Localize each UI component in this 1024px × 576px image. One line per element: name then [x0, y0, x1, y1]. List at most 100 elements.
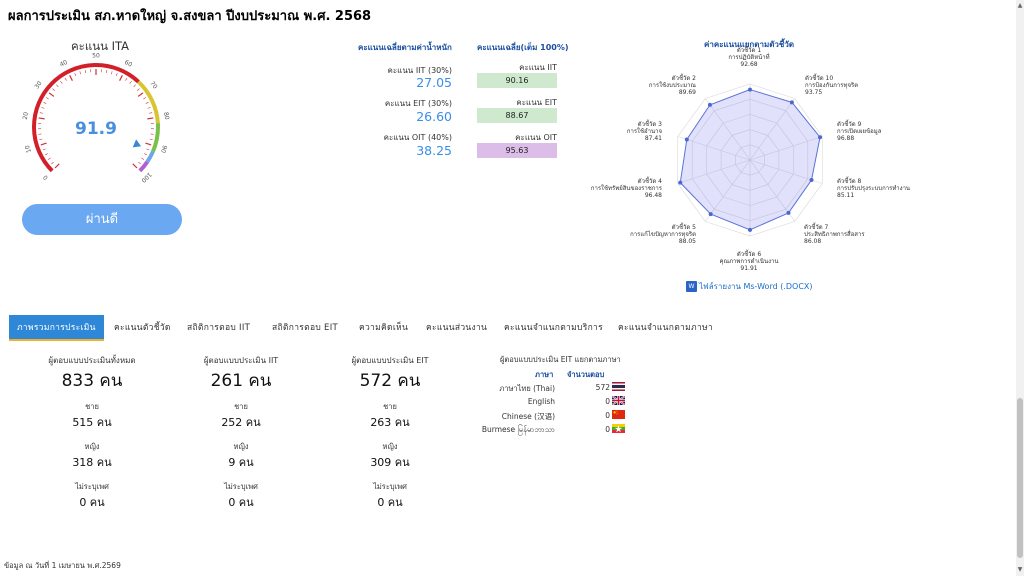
result-badge: ผ่านดี — [22, 204, 182, 235]
tab-overview[interactable]: ภาพรวมการประเมิน — [9, 315, 104, 341]
stats-all-total: 833 คน — [61, 371, 123, 391]
gauge-tick — [144, 153, 147, 156]
radar-point-8 — [678, 180, 683, 185]
tab-unit-scores[interactable]: คะแนนส่วนงาน — [426, 323, 488, 333]
tab-comments[interactable]: ความคิดเห็น — [359, 323, 409, 333]
oit-average-label: คะแนน OIT — [515, 133, 557, 142]
language-row-name: Chinese (汉语) — [501, 412, 555, 421]
page-title: ผลการประเมิน สภ.หาดใหญ่ จ.สงขลา ปีงบประม… — [8, 9, 372, 24]
oit-average-value: 95.63 — [477, 143, 557, 158]
gauge-tick — [133, 84, 136, 88]
average-header: คะแนนเฉลี่ย(เต็ม 100%) — [477, 43, 569, 52]
gauge-tick — [141, 157, 145, 160]
stats-iit-header: ผู้ตอบแบบประเมิน IIT — [203, 356, 279, 365]
word-file-icon: W — [686, 281, 697, 292]
stats-iit-male: 252 คน — [221, 416, 261, 429]
radar-label-4: ตัวชี้วัด 4 การใช้ทรัพย์สินของราชการ 96.48 — [590, 178, 662, 199]
tab-eit-stats[interactable]: สถิติการตอบ EIT — [272, 323, 339, 333]
gauge-tick — [125, 77, 128, 81]
tab-iit-stats[interactable]: สถิติการตอบ IIT — [187, 323, 251, 333]
stats-eit-unknown-label: ไม่ระบุเพศ — [373, 482, 407, 491]
gauge-band-4 — [138, 160, 149, 173]
ita-gauge: 0 10 20 30 40 50 60 70 80 90 100 91.9 — [22, 53, 170, 184]
radar-label-7: ตัวชี้วัด 7 ประสิทธิภาพการสื่อสาร 86.08 — [804, 224, 865, 245]
gauge-tick — [60, 80, 63, 84]
gauge-tick-label: 30 — [33, 80, 43, 90]
stats-iit-female-label: หญิง — [233, 442, 249, 451]
radar-spoke — [677, 159, 751, 184]
gauge-tick — [79, 71, 81, 75]
gauge-tick — [145, 102, 149, 104]
radar-label-5: ตัวชี้วัด 5 การแก้ไขปัญหาการทุจริต 88.05 — [630, 224, 696, 245]
gauge-band-0 — [32, 63, 140, 173]
gauge-tick — [52, 88, 55, 91]
iit-weighted-label: คะแนน IIT (30%) — [387, 66, 452, 75]
scrollbar-thumb[interactable] — [1017, 398, 1023, 558]
gauge-tick — [45, 97, 49, 100]
gauge-tick — [40, 142, 47, 146]
gauge-tick — [47, 157, 51, 160]
radar-point-5 — [786, 210, 791, 215]
radar-spoke — [749, 98, 795, 161]
gauge-tick — [69, 75, 73, 81]
download-docx-link[interactable]: W ไฟล์รายงาน Ms-Word (.DOCX) — [686, 280, 813, 293]
gauge-tick — [132, 163, 138, 169]
radar-label-3: ตัวชี้วัด 3 การใช้อำนาจ 87.41 — [626, 121, 662, 142]
gauge-tick — [64, 77, 67, 81]
mm-flag-icon — [612, 424, 625, 433]
gauge-tick — [38, 117, 45, 120]
eit-average-label: คะแนน EIT — [516, 98, 557, 107]
language-row-name: ภาษาไทย (Thai) — [499, 384, 555, 393]
radar-label-6: ตัวชี้วัด 6 คุณภาพการดำเนินงาน 91.91 — [719, 251, 779, 272]
scroll-down-icon[interactable]: ▼ — [1017, 566, 1023, 573]
radar-point-3 — [818, 135, 823, 140]
indicator-radar-chart — [677, 83, 823, 237]
language-row-count: 0 — [605, 397, 610, 406]
radar-label-9: ตัวชี้วัด 9 การเปิดเผยข้อมูล 96.88 — [837, 121, 882, 142]
iit-average-label: คะแนน IIT — [519, 63, 557, 72]
tab-indicator-scores[interactable]: คะแนนตัวชี้วัด — [114, 323, 171, 333]
language-row-count: 572 — [595, 383, 610, 392]
gauge-tick — [115, 72, 118, 76]
language-table-header: ผู้ตอบแบบประเมิน EIT แยกตามภาษา — [500, 355, 621, 364]
gauge-tick — [48, 92, 55, 97]
language-row-name: English — [527, 397, 555, 406]
oit-weighted-label: คะแนน OIT (40%) — [383, 133, 452, 142]
gauge-tick — [145, 142, 152, 146]
stats-eit-female: 309 คน — [370, 456, 410, 469]
scroll-up-icon[interactable]: ▲ — [1017, 2, 1023, 9]
oit-weighted-value: 38.25 — [416, 143, 452, 158]
page-scrollbar[interactable] — [1016, 0, 1024, 576]
language-row-count: 0 — [605, 425, 610, 434]
download-docx-label: ไฟล์รายงาน Ms-Word (.DOCX) — [699, 282, 813, 291]
weighted-header: คะแนนเฉลี่ยตามค่าน้ำหนัก — [358, 43, 452, 52]
stats-all-female: 318 คน — [72, 456, 112, 469]
radar-point-1 — [748, 87, 752, 92]
gauge-tick — [146, 148, 150, 151]
gauge-band-1 — [137, 80, 160, 124]
radar-label-10: ตัวชี้วัด 10 การป้องกันการทุจริต 93.75 — [805, 75, 859, 96]
stats-eit-header: ผู้ตอบแบบประเมิน EIT — [351, 356, 429, 365]
iit-weighted-value: 27.05 — [416, 75, 452, 90]
gauge-tick — [41, 107, 45, 109]
gauge-tick — [143, 97, 147, 100]
stats-eit-male: 263 คน — [370, 416, 410, 429]
stats-eit-unknown: 0 คน — [377, 496, 403, 509]
cn-flag-icon — [612, 410, 625, 419]
uk-flag-icon — [612, 396, 625, 405]
gauge-tick-label: 0 — [42, 173, 50, 181]
radar-point-7 — [708, 212, 713, 217]
radar-spoke — [705, 98, 751, 161]
count-col-header: จำนวนตอบ — [567, 370, 605, 379]
language-col-header: ภาษา — [535, 370, 554, 379]
gauge-tick — [84, 69, 86, 74]
gauge-tick — [147, 107, 151, 109]
gauge-tick-label: 100 — [140, 171, 153, 184]
gauge-tick-label: 20 — [22, 111, 30, 120]
stats-all-column: ผู้ตอบแบบประเมินทั้งหมด 833 คน ชาย 515 ค… — [32, 354, 152, 511]
tab-service-scores[interactable]: คะแนนจำแนกตามบริการ — [504, 323, 603, 333]
gauge-tick — [56, 84, 59, 88]
eit-weighted-label: คะแนน EIT (30%) — [384, 99, 452, 108]
gauge-tick-label: 80 — [162, 112, 170, 121]
tab-language-scores[interactable]: คะแนนจำแนกตามภาษา — [618, 323, 713, 333]
